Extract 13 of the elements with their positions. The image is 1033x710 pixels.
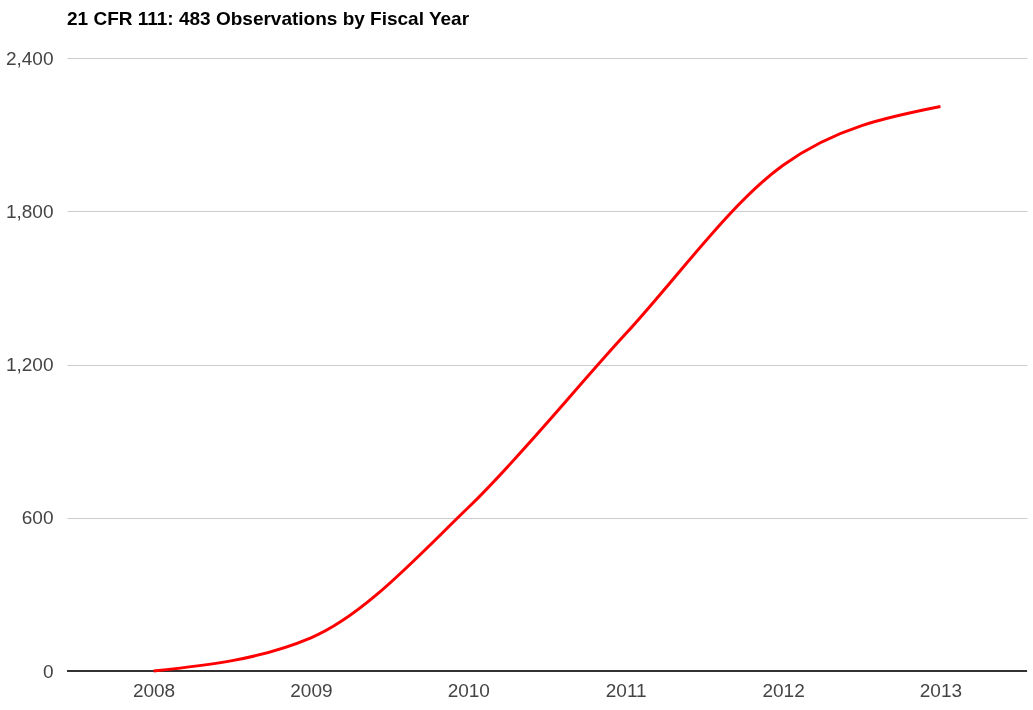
x-tick-label: 2011 (605, 679, 647, 701)
y-tick-label: 2,400 (5, 47, 54, 69)
line-series (152, 105, 942, 673)
y-tick-label: 0 (42, 660, 54, 682)
x-tick-label: 2009 (290, 679, 333, 701)
x-tick-label: 2008 (132, 679, 176, 701)
y-tick-label: 600 (21, 507, 54, 529)
x-tick-label: 2013 (919, 679, 963, 701)
chart-title: 21 CFR 111: 483 Observations by Fiscal Year (67, 8, 470, 29)
x-tick-label: 2010 (447, 679, 490, 701)
x-tick-label: 2012 (762, 679, 805, 701)
y-tick-label: 1,800 (5, 200, 54, 222)
y-tick-label: 1,200 (5, 354, 54, 375)
